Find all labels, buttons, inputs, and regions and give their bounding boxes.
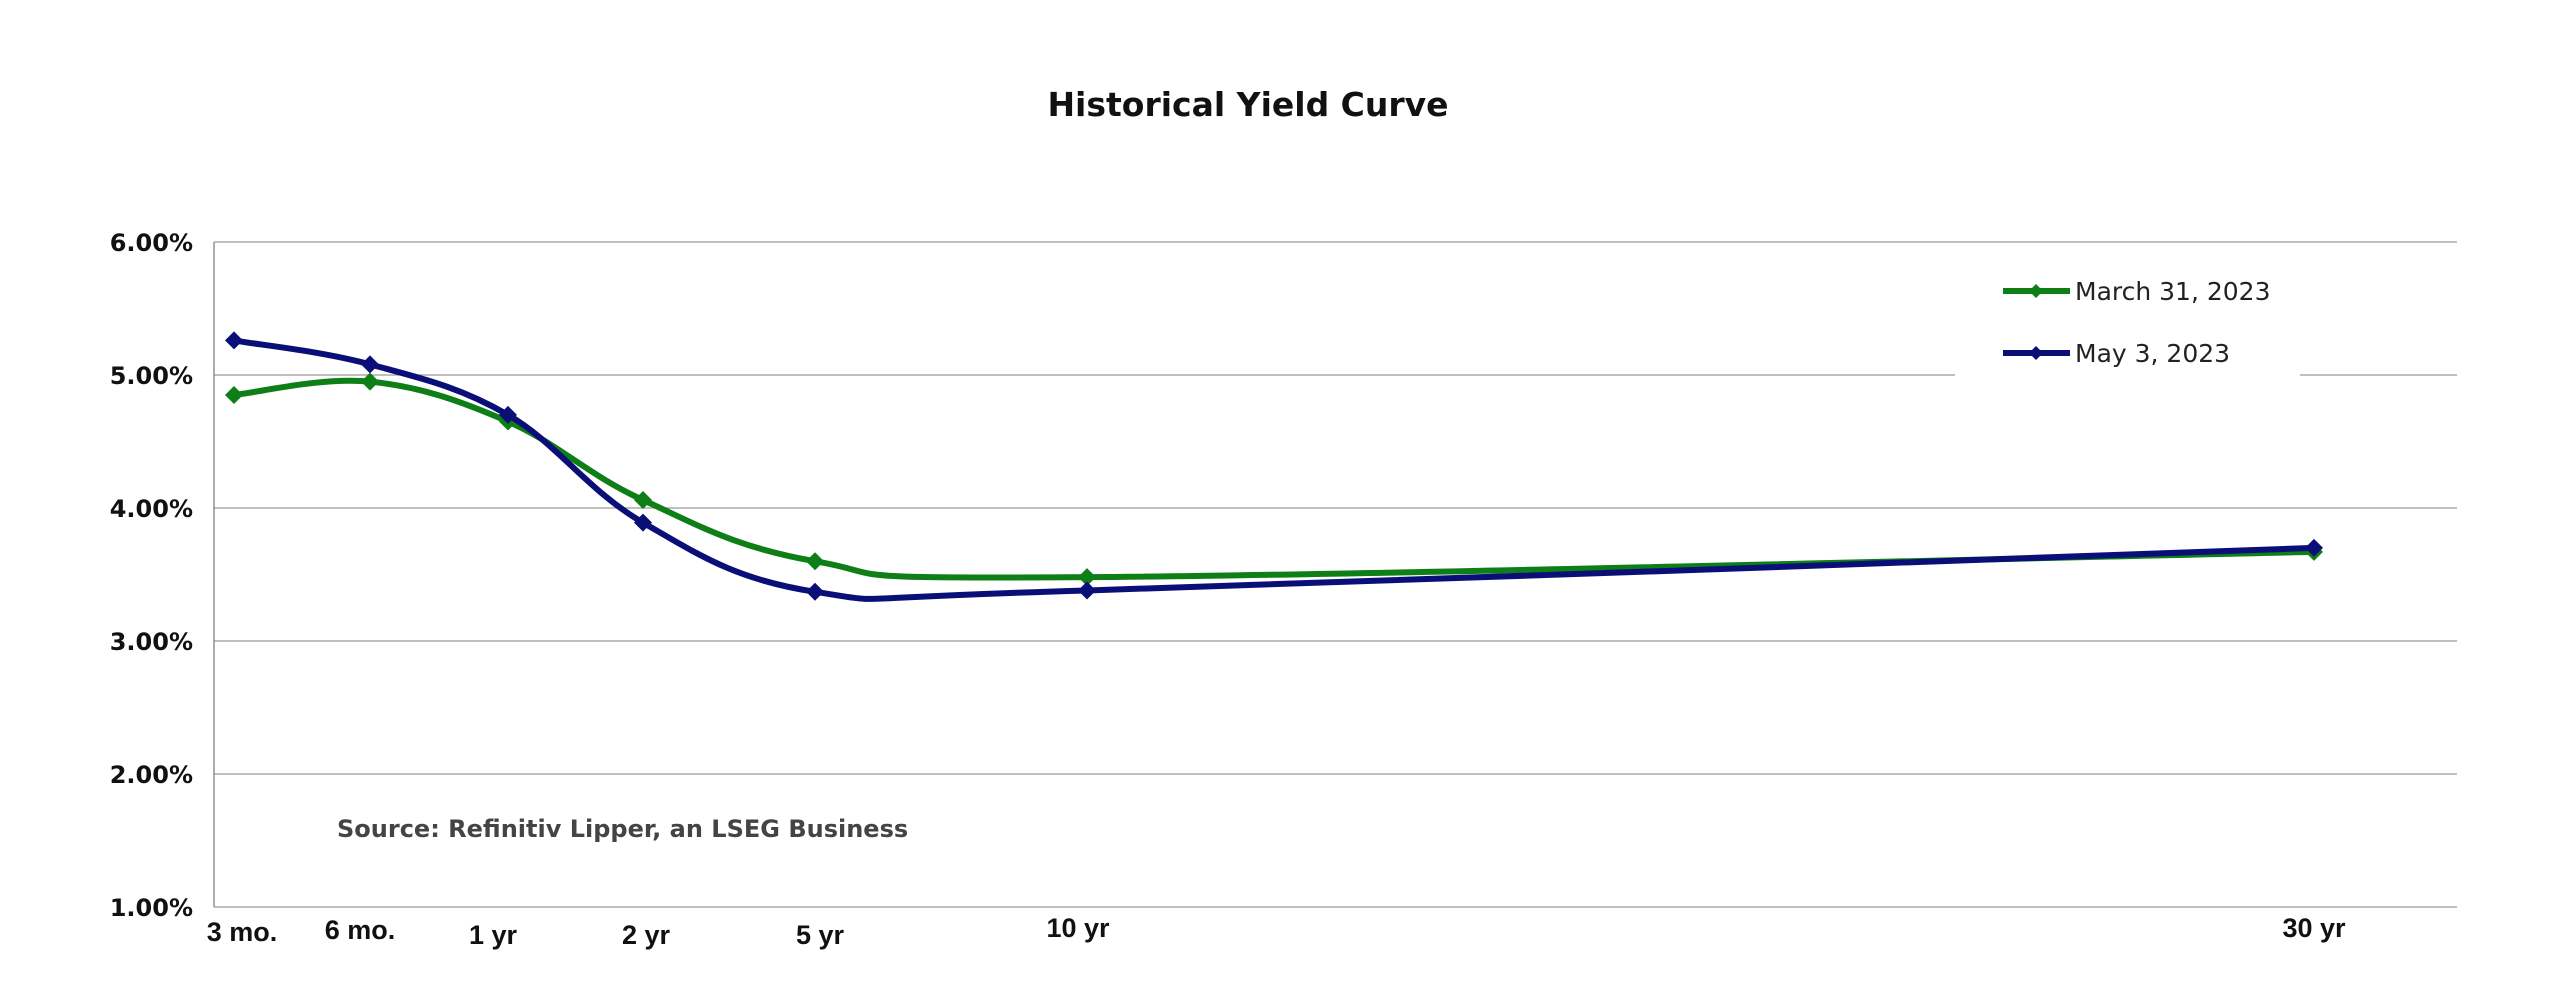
legend-label: May 3, 2023 xyxy=(2075,339,2230,368)
legend-marker xyxy=(2029,346,2043,360)
y-tick-label: 5.00% xyxy=(110,362,193,390)
data-point xyxy=(361,355,379,374)
y-tick-label: 3.00% xyxy=(110,628,193,656)
x-tick-label: 2 yr xyxy=(622,920,671,950)
x-tick-label: 1 yr xyxy=(469,920,518,950)
x-tick-label: 5 yr xyxy=(796,920,845,950)
data-point xyxy=(1078,568,1096,587)
data-point xyxy=(499,405,517,424)
y-tick-label: 2.00% xyxy=(110,761,193,789)
y-axis-ticks: 6.00% 5.00% 4.00% 3.00% 2.00% 1.00% xyxy=(110,229,193,922)
data-point xyxy=(361,372,379,391)
y-tick-label: 4.00% xyxy=(110,495,193,523)
series-lines xyxy=(225,331,2323,602)
x-tick-label: 3 mo. xyxy=(207,917,278,947)
legend-background xyxy=(1955,262,2300,380)
data-point xyxy=(2305,538,2323,557)
data-point xyxy=(634,491,652,510)
chart-title: Historical Yield Curve xyxy=(1047,85,1448,124)
source-annotation: Source: Refinitiv Lipper, an LSEG Busine… xyxy=(337,815,908,843)
legend: March 31, 2023 May 3, 2023 xyxy=(1955,262,2300,380)
data-point xyxy=(1078,581,1096,600)
data-point xyxy=(634,513,652,532)
series-1 xyxy=(225,372,2323,587)
data-point xyxy=(225,385,243,404)
data-point xyxy=(806,582,824,601)
y-tick-label: 6.00% xyxy=(110,229,193,257)
x-tick-label: 30 yr xyxy=(2282,913,2346,943)
gridlines xyxy=(213,241,2457,908)
x-tick-label: 6 mo. xyxy=(325,915,396,945)
series-line xyxy=(231,377,2317,581)
x-tick-label: 10 yr xyxy=(1046,913,1110,943)
series-2 xyxy=(225,331,2323,602)
data-point xyxy=(806,552,824,571)
x-axis-ticks: 3 mo. 6 mo. 1 yr 2 yr 5 yr 10 yr 30 yr xyxy=(207,913,2346,950)
legend-marker xyxy=(2029,284,2043,298)
data-point xyxy=(225,331,243,350)
legend-label: March 31, 2023 xyxy=(2075,277,2270,306)
y-tick-label: 1.00% xyxy=(110,894,193,922)
